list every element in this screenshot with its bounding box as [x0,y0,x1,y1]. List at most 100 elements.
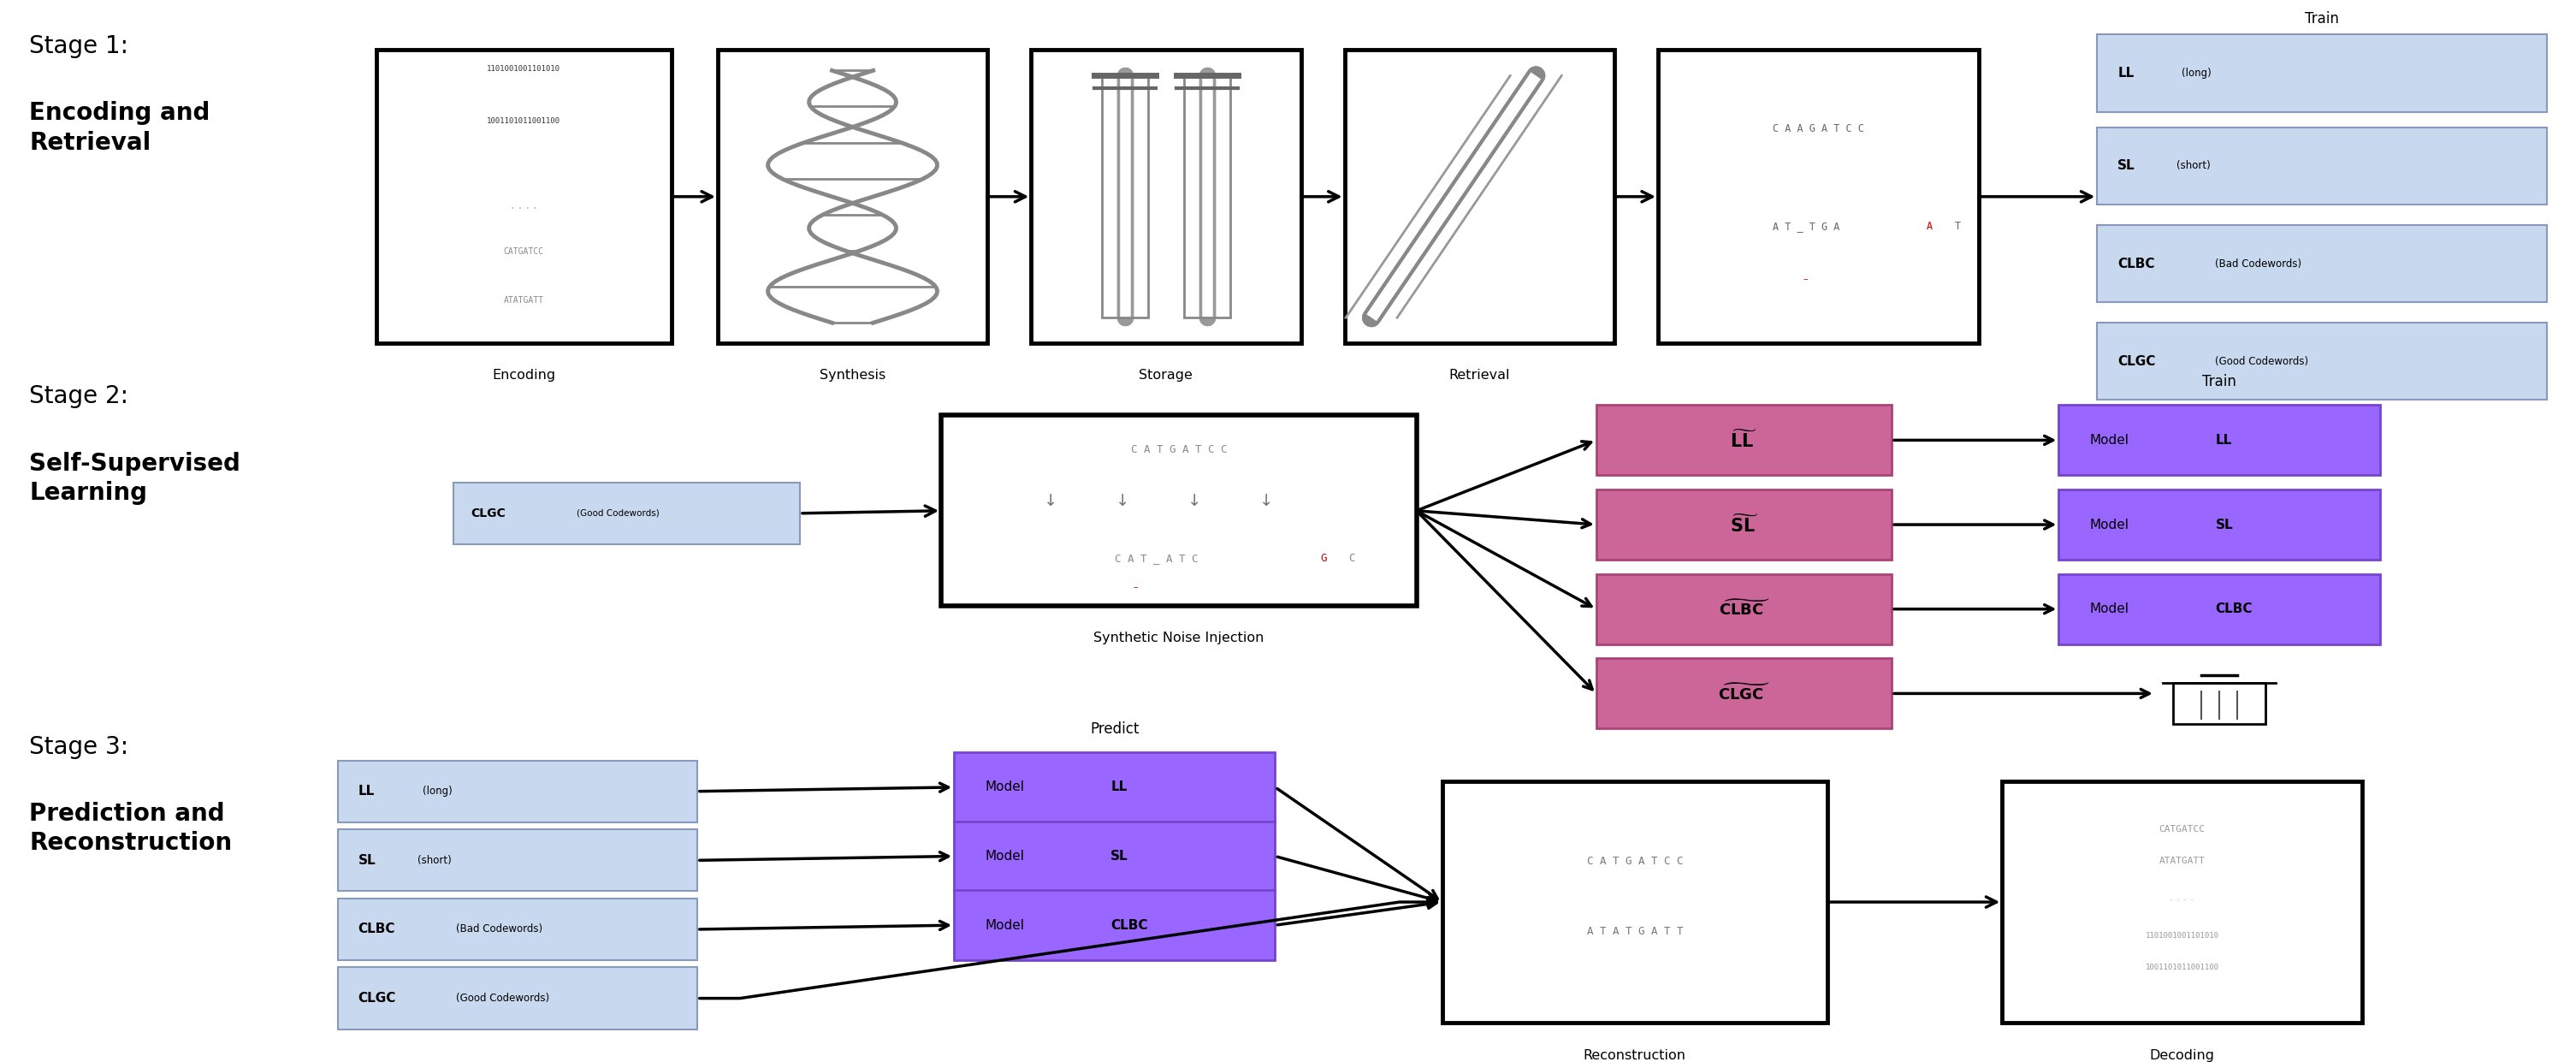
Text: Model: Model [984,781,1025,793]
FancyBboxPatch shape [1597,658,1891,729]
FancyBboxPatch shape [953,821,1275,891]
Text: 1001101011001100: 1001101011001100 [2146,963,2218,972]
Text: C A T G A T C C: C A T G A T C C [1587,855,1682,867]
Text: 1101001001101010: 1101001001101010 [487,66,562,73]
Text: –: – [1803,275,1808,284]
Text: SL: SL [358,854,376,867]
Text: LL: LL [1110,781,1128,793]
FancyBboxPatch shape [953,752,1275,822]
FancyBboxPatch shape [337,898,698,960]
Text: CLGC: CLGC [358,992,397,1005]
Text: (Good Codewords): (Good Codewords) [456,993,549,1004]
Text: T: T [1955,221,1960,232]
Text: (Bad Codewords): (Bad Codewords) [456,924,541,935]
FancyBboxPatch shape [1659,50,1978,343]
FancyBboxPatch shape [2097,34,2548,112]
Text: CLGC: CLGC [2117,355,2156,367]
Text: CLGC: CLGC [471,508,505,519]
Text: . . . .: . . . . [2169,892,2195,903]
Text: Stage 3:: Stage 3: [28,735,129,758]
Text: C A T G A T C C: C A T G A T C C [1131,444,1226,456]
FancyBboxPatch shape [1030,50,1301,343]
FancyBboxPatch shape [953,890,1275,960]
Text: Reconstruction: Reconstruction [1584,1049,1687,1062]
Text: CATGATCC: CATGATCC [2159,825,2205,834]
Text: (Bad Codewords): (Bad Codewords) [2215,258,2303,269]
FancyBboxPatch shape [940,415,1417,606]
Text: Stage 2:: Stage 2: [28,384,129,409]
Text: 1101001001101010: 1101001001101010 [2146,932,2218,940]
FancyBboxPatch shape [2058,575,2380,644]
FancyBboxPatch shape [2097,323,2548,400]
FancyBboxPatch shape [2097,127,2548,204]
Text: A: A [1927,221,1932,232]
Text: Model: Model [2089,518,2128,531]
Text: Train: Train [2202,374,2236,390]
Text: Model: Model [2089,602,2128,616]
FancyBboxPatch shape [719,50,987,343]
Text: Train: Train [2306,11,2339,27]
FancyBboxPatch shape [1443,781,1826,1023]
FancyBboxPatch shape [337,829,698,891]
Text: ↓: ↓ [1260,493,1273,510]
FancyBboxPatch shape [2002,781,2362,1023]
Text: CLBC: CLBC [1110,919,1149,931]
Text: Model: Model [984,919,1025,931]
Text: –: – [1133,583,1139,592]
Text: ↓: ↓ [1043,493,1056,510]
FancyBboxPatch shape [376,50,672,343]
Text: G: G [1319,553,1327,564]
Text: Model: Model [984,850,1025,862]
Text: (short): (short) [417,855,451,866]
Text: LL: LL [2117,67,2133,80]
Text: Storage: Storage [1139,370,1193,382]
Text: LL: LL [2215,433,2231,447]
Text: C A A G A T C C: C A A G A T C C [1772,123,1865,135]
Text: (Good Codewords): (Good Codewords) [2215,356,2308,367]
FancyBboxPatch shape [1597,490,1891,560]
Text: ↓: ↓ [1115,493,1128,510]
Text: (Good Codewords): (Good Codewords) [577,509,659,517]
Text: ATATGATT: ATATGATT [505,295,544,304]
Text: $\widetilde{\mathbf{SL}}$: $\widetilde{\mathbf{SL}}$ [1728,514,1759,535]
Text: Prediction and
Reconstruction: Prediction and Reconstruction [28,802,232,855]
Text: Self-Supervised
Learning: Self-Supervised Learning [28,451,240,506]
Text: Encoding and
Retrieval: Encoding and Retrieval [28,101,211,155]
Text: LL: LL [358,785,374,798]
Text: CLBC: CLBC [358,923,394,936]
Text: ATATGATT: ATATGATT [2159,857,2205,866]
Text: Synthetic Noise Injection: Synthetic Noise Injection [1095,632,1265,645]
Text: Decoding: Decoding [2148,1049,2215,1062]
Text: Model: Model [2089,433,2128,447]
Text: (short): (short) [2177,160,2210,171]
FancyBboxPatch shape [2058,490,2380,560]
FancyBboxPatch shape [2058,406,2380,475]
Text: A T _ T G A: A T _ T G A [1772,221,1844,232]
Text: $\widetilde{\mathbf{LL}}$: $\widetilde{\mathbf{LL}}$ [1731,429,1757,451]
Text: SL: SL [2117,159,2136,172]
Text: $\widetilde{\mathbf{CLGC}}$: $\widetilde{\mathbf{CLGC}}$ [1718,684,1770,703]
Text: Stage 1:: Stage 1: [28,34,129,58]
Text: CATGATCC: CATGATCC [505,247,544,256]
Text: Predict: Predict [1090,721,1139,737]
Text: ↓: ↓ [1188,493,1200,510]
Text: SL: SL [2215,518,2233,531]
Text: CLBC: CLBC [2215,602,2251,616]
Text: CLBC: CLBC [2117,257,2156,270]
Text: . . . .: . . . . [510,200,536,211]
Text: $\widetilde{\mathbf{CLBC}}$: $\widetilde{\mathbf{CLBC}}$ [1718,599,1770,619]
Text: C A T _ A T C: C A T _ A T C [1115,553,1198,564]
FancyBboxPatch shape [2097,225,2548,303]
Text: A T A T G A T T: A T A T G A T T [1587,925,1682,937]
FancyBboxPatch shape [1345,50,1615,343]
Text: (long): (long) [422,786,451,796]
FancyBboxPatch shape [453,482,801,544]
Text: SL: SL [1110,850,1128,862]
FancyBboxPatch shape [1597,406,1891,475]
Text: Retrieval: Retrieval [1448,370,1510,382]
FancyBboxPatch shape [1597,575,1891,644]
FancyBboxPatch shape [337,760,698,822]
Text: Encoding: Encoding [492,370,556,382]
Text: 1001101011001100: 1001101011001100 [487,117,562,124]
FancyBboxPatch shape [337,967,698,1029]
